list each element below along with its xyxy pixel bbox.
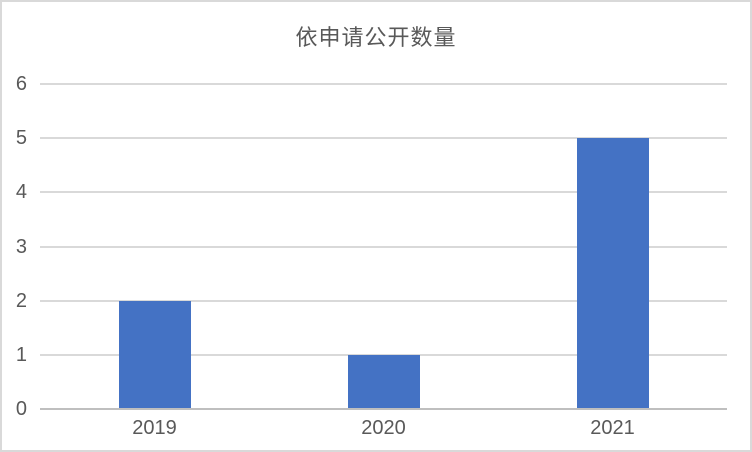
gridline-y5 (40, 137, 727, 140)
bar-2020[interactable] (347, 354, 420, 409)
x-axis-line (40, 408, 727, 410)
x-axis-label-2021: 2021 (590, 417, 635, 439)
y-axis-label-1: 1 (15, 343, 27, 366)
x-axis-label-2019: 2019 (132, 417, 177, 439)
y-axis-label-0: 0 (15, 398, 27, 420)
gridline-y2 (40, 299, 727, 302)
y-axis-label-6: 6 (15, 73, 27, 95)
x-axis-label-2020: 2020 (361, 417, 406, 439)
y-axis-label-2: 2 (15, 289, 27, 312)
gridline-y1 (40, 353, 727, 356)
y-axis-label-4: 4 (15, 181, 27, 204)
gridline-y3 (40, 245, 727, 248)
gridline-y4 (40, 191, 727, 194)
plot-area: 0 1 2 3 4 5 6 2019 2020 2021 (16, 74, 727, 438)
bar-2019[interactable] (118, 300, 191, 409)
y-axis-label-3: 3 (15, 235, 27, 258)
chart-title[interactable]: 依申请公开数量 (295, 25, 457, 50)
gridline-y6 (40, 83, 727, 85)
y-axis-label-5: 5 (15, 127, 27, 150)
bar-2021[interactable] (576, 138, 649, 409)
